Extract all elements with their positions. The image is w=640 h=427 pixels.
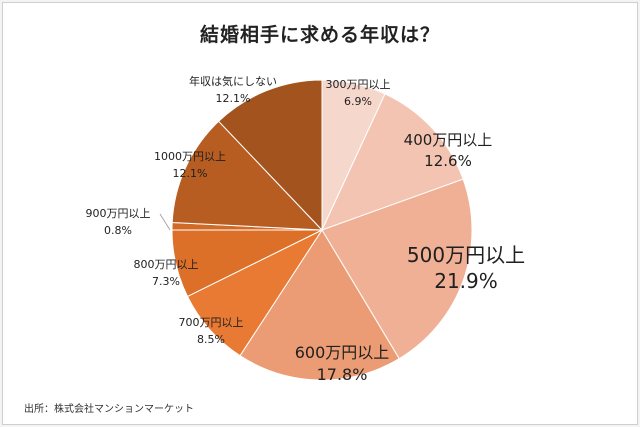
slice-value-0: 6.9% [344,95,372,108]
slice-value-4: 8.5% [197,333,225,346]
slice-label-0: 300万円以上 [326,78,391,91]
slice-label-2: 500万円以上 [407,243,525,267]
leader-line-900 [159,213,171,231]
slice-value-1: 12.6% [424,152,472,170]
slice-label-7: 1000万円以上 [154,150,226,163]
slice-label-1: 400万円以上 [404,131,493,149]
pie-slice-7 [171,120,324,231]
slice-label-8: 年収は気にしない [189,74,277,88]
slice-value-6: 0.8% [104,224,132,237]
pie-slice-3 [239,229,400,381]
slice-value-3: 17.8% [317,365,368,384]
slice-value-8: 12.1% [216,92,251,105]
slice-label-4: 700万円以上 [179,316,244,329]
slice-value-5: 7.3% [152,275,180,288]
slice-label-3: 600万円以上 [295,343,390,362]
slice-label-5: 800万円以上 [134,258,199,271]
slice-label-6: 900万円以上 [86,207,151,220]
source-note: 出所：株式会社マンションマーケット [24,404,194,415]
slice-value-2: 21.9% [434,269,498,293]
slice-value-7: 12.1% [173,167,208,180]
pie-slice-1 [321,93,464,231]
chart-title: 結婚相手に求める年収は？ [199,24,440,46]
pie-slice-2 [321,178,473,360]
pie-slice-8 [217,79,323,232]
